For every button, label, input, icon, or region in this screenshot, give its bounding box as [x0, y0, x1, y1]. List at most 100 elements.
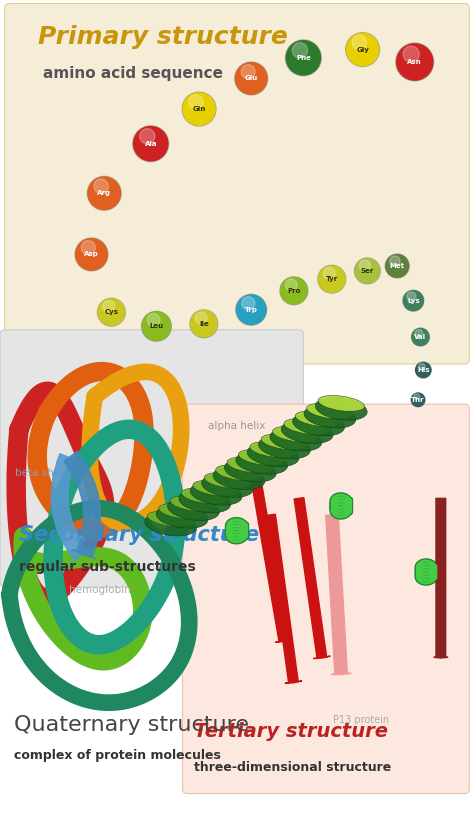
- Circle shape: [352, 36, 366, 50]
- Text: Thr: Thr: [411, 396, 425, 403]
- Ellipse shape: [145, 513, 197, 536]
- FancyArrowPatch shape: [326, 515, 351, 675]
- Ellipse shape: [284, 419, 330, 434]
- Ellipse shape: [292, 413, 345, 435]
- Ellipse shape: [201, 475, 254, 497]
- Text: complex of protein molecules: complex of protein molecules: [14, 748, 221, 762]
- Circle shape: [292, 43, 308, 58]
- Ellipse shape: [182, 488, 228, 504]
- Circle shape: [403, 291, 423, 311]
- Circle shape: [390, 256, 400, 266]
- Circle shape: [419, 363, 425, 370]
- Ellipse shape: [315, 397, 367, 420]
- Text: Asp: Asp: [84, 251, 99, 258]
- Ellipse shape: [270, 429, 322, 451]
- FancyArrowPatch shape: [266, 515, 301, 683]
- Text: Ser: Ser: [361, 268, 374, 274]
- Text: Pro: Pro: [287, 287, 301, 294]
- Circle shape: [236, 294, 267, 325]
- Circle shape: [98, 298, 125, 326]
- Circle shape: [241, 64, 255, 78]
- Circle shape: [407, 292, 416, 301]
- FancyBboxPatch shape: [5, 3, 469, 364]
- Circle shape: [134, 126, 168, 161]
- Ellipse shape: [224, 459, 276, 482]
- Circle shape: [411, 328, 429, 346]
- Text: Met: Met: [390, 263, 405, 269]
- Ellipse shape: [304, 406, 356, 428]
- Text: Trp: Trp: [245, 306, 258, 313]
- Circle shape: [88, 177, 120, 210]
- Circle shape: [76, 239, 107, 270]
- Circle shape: [396, 43, 434, 81]
- Text: Ala: Ala: [145, 140, 157, 147]
- Circle shape: [75, 238, 108, 271]
- Circle shape: [415, 330, 422, 337]
- Circle shape: [87, 177, 121, 210]
- Ellipse shape: [167, 498, 219, 520]
- Circle shape: [318, 265, 346, 293]
- Ellipse shape: [159, 503, 205, 520]
- Text: three-dimensional structure: three-dimensional structure: [194, 761, 392, 774]
- Circle shape: [281, 278, 307, 304]
- Circle shape: [82, 240, 95, 254]
- Circle shape: [414, 394, 420, 400]
- Text: Lys: Lys: [407, 297, 419, 304]
- Ellipse shape: [193, 480, 239, 496]
- Circle shape: [235, 62, 268, 95]
- Text: Tyr: Tyr: [326, 276, 338, 282]
- Text: Cys: Cys: [104, 309, 118, 316]
- Circle shape: [141, 311, 172, 341]
- Circle shape: [285, 40, 321, 76]
- Text: Ile: Ile: [199, 320, 209, 327]
- Circle shape: [397, 44, 433, 80]
- Ellipse shape: [179, 490, 231, 513]
- Circle shape: [411, 393, 425, 406]
- Ellipse shape: [147, 511, 194, 527]
- Circle shape: [182, 93, 216, 126]
- Ellipse shape: [281, 420, 333, 444]
- FancyBboxPatch shape: [182, 404, 469, 794]
- Text: regular sub-structures: regular sub-structures: [19, 560, 196, 574]
- Circle shape: [355, 259, 380, 283]
- Circle shape: [355, 258, 380, 284]
- Circle shape: [140, 129, 155, 144]
- Circle shape: [242, 297, 255, 310]
- FancyBboxPatch shape: [0, 330, 303, 587]
- Text: P13 protein: P13 protein: [333, 715, 389, 725]
- Circle shape: [403, 290, 424, 311]
- Text: Tertiary structure: Tertiary structure: [194, 722, 388, 741]
- Ellipse shape: [236, 452, 288, 474]
- FancyArrowPatch shape: [64, 451, 100, 559]
- Circle shape: [411, 393, 425, 406]
- Ellipse shape: [273, 426, 319, 442]
- Circle shape: [386, 254, 409, 278]
- Ellipse shape: [318, 396, 365, 411]
- Circle shape: [195, 312, 207, 324]
- Text: Gln: Gln: [192, 106, 206, 112]
- Circle shape: [359, 260, 370, 271]
- Circle shape: [346, 33, 379, 66]
- Circle shape: [191, 311, 217, 337]
- Circle shape: [147, 314, 160, 326]
- Text: Val: Val: [414, 334, 427, 340]
- FancyArrowPatch shape: [51, 453, 91, 563]
- Ellipse shape: [258, 436, 310, 458]
- Circle shape: [385, 254, 409, 278]
- Ellipse shape: [250, 442, 296, 458]
- Circle shape: [403, 46, 419, 62]
- Circle shape: [183, 93, 215, 126]
- Circle shape: [133, 126, 169, 162]
- Circle shape: [237, 295, 266, 325]
- Text: His: His: [417, 367, 429, 373]
- Text: Phe: Phe: [296, 55, 311, 61]
- Ellipse shape: [213, 467, 265, 490]
- Ellipse shape: [216, 465, 262, 481]
- Circle shape: [190, 310, 218, 338]
- Circle shape: [412, 329, 429, 345]
- Ellipse shape: [156, 506, 208, 528]
- Circle shape: [323, 268, 335, 279]
- Ellipse shape: [261, 434, 308, 450]
- Circle shape: [285, 279, 297, 291]
- Ellipse shape: [295, 411, 342, 427]
